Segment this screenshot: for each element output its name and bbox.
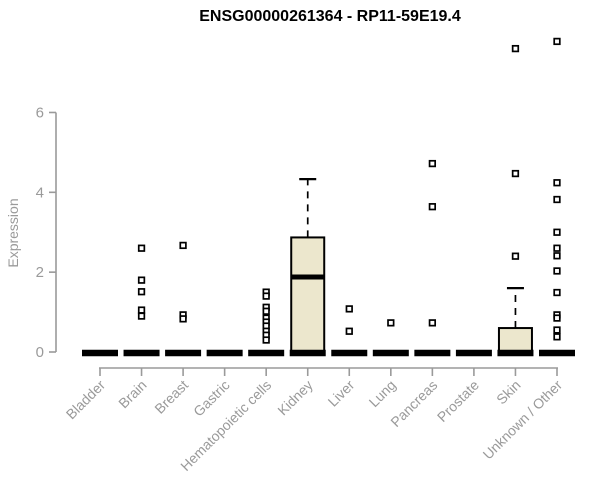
boxplot-zero-bar [331, 349, 368, 357]
y-tick-label: 4 [36, 184, 44, 201]
outlier-marker [345, 327, 353, 335]
y-tick-label: 6 [36, 104, 44, 121]
outlier-marker [511, 44, 520, 53]
outlier-marker [262, 336, 270, 344]
outlier-marker [179, 241, 187, 250]
boxplot-zero-bar [497, 349, 534, 357]
outlier-marker [387, 319, 395, 327]
x-tick-label: Liver [325, 377, 358, 410]
outlier-marker [553, 252, 561, 260]
outlier-marker [553, 326, 561, 334]
x-tick-label: Prostate [434, 377, 482, 425]
outlier-marker [137, 276, 146, 284]
x-tick-label: Brain [115, 377, 149, 411]
x-tick-label: Lung [366, 377, 399, 410]
outlier-marker [553, 267, 561, 275]
outlier-marker [137, 306, 146, 314]
outlier-marker [553, 179, 561, 187]
outlier-marker [428, 203, 437, 211]
outlier-marker [553, 244, 561, 252]
outlier-marker [179, 315, 187, 323]
outlier-marker [553, 314, 561, 322]
boxplot-zero-bar [289, 349, 326, 357]
y-tick-label: 0 [36, 344, 44, 361]
boxplot-zero-bar [455, 349, 492, 357]
x-tick-label: Unknown / Other [480, 377, 566, 463]
boxplot-box [290, 236, 326, 353]
boxplot-zero-bar [414, 349, 451, 357]
boxplot-zero-bar [539, 349, 575, 357]
outlier-marker [137, 244, 146, 252]
boxplot-zero-bar [82, 349, 118, 357]
outlier-marker [262, 307, 270, 315]
x-tick-label: Breast [151, 377, 191, 417]
x-tick-label: Kidney [274, 377, 316, 419]
outlier-marker [511, 252, 520, 260]
outlier-marker [428, 159, 437, 168]
y-tick-label: 2 [36, 264, 44, 281]
outlier-marker [553, 288, 561, 297]
boxplot-zero-bar [372, 349, 409, 357]
boxplot-zero-bar [206, 349, 243, 357]
x-tick-label: Skin [493, 377, 524, 408]
outlier-marker [511, 169, 520, 178]
x-tick-label: Bladder [63, 377, 109, 423]
boxplot-zero-bar [123, 349, 160, 357]
outlier-marker [428, 319, 437, 327]
outlier-marker [137, 312, 146, 320]
outlier-marker [553, 195, 561, 204]
boxplot-box [497, 327, 533, 354]
boxplot-zero-bar [165, 349, 202, 357]
outlier-marker [553, 333, 561, 341]
outlier-marker [553, 228, 561, 236]
outlier-marker [262, 292, 270, 300]
boxplot-zero-bar [248, 349, 285, 357]
outlier-marker [553, 37, 561, 46]
outlier-marker [345, 305, 353, 313]
outlier-marker [137, 288, 146, 296]
chart-title: ENSG00000261364 - RP11-59E19.4 [199, 8, 461, 25]
